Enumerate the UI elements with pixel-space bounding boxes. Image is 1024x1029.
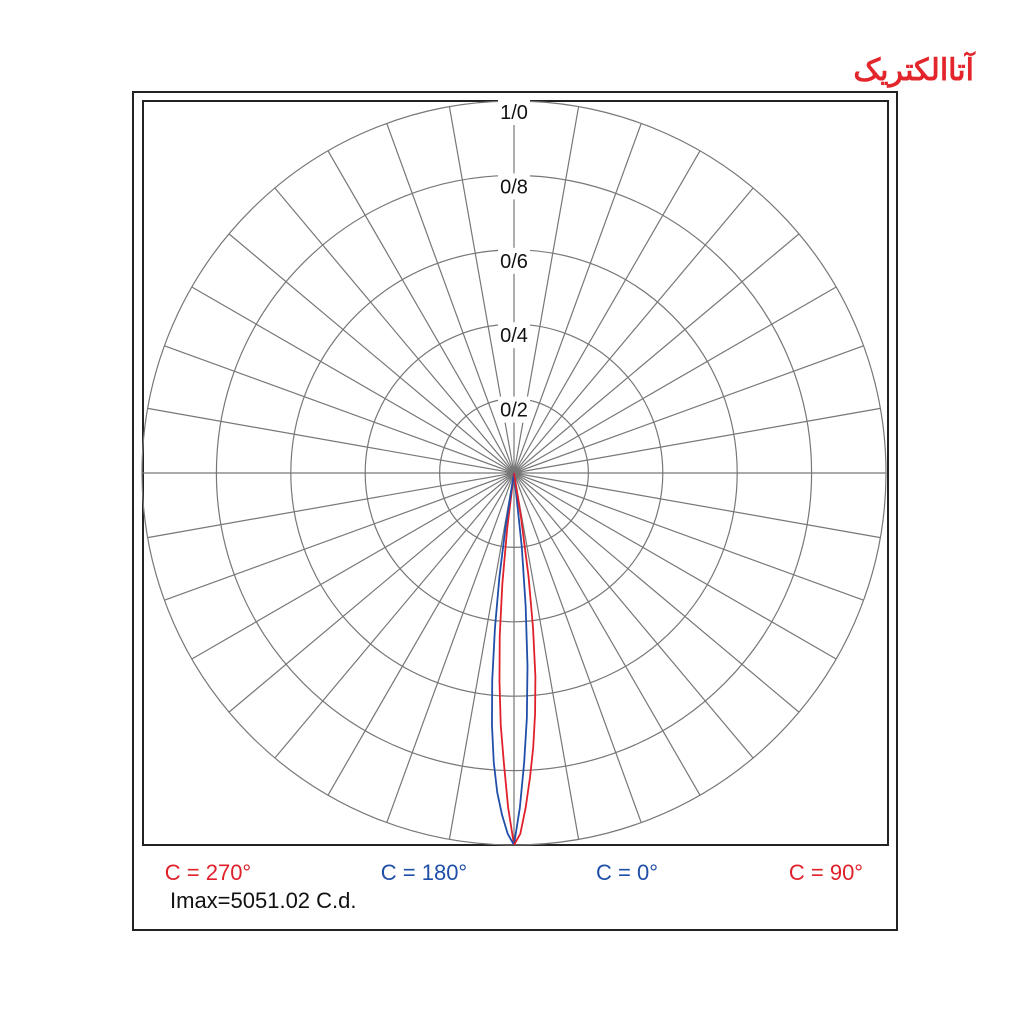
spoke bbox=[513, 472, 837, 660]
spoke bbox=[164, 345, 515, 474]
spoke bbox=[274, 472, 515, 759]
legend-label: C = 270° bbox=[165, 860, 251, 885]
spoke bbox=[327, 472, 515, 796]
labels: 0/2 0/4 0/6 0/8 1/0 bbox=[498, 99, 530, 423]
spoke bbox=[513, 345, 864, 474]
r-tick-label: 0/6 bbox=[500, 251, 528, 273]
beam-curve bbox=[491, 472, 515, 846]
tick-label-bg bbox=[498, 322, 530, 349]
legend-label: C = 0° bbox=[596, 860, 658, 885]
legend-label: C = 180° bbox=[381, 860, 467, 885]
spoke bbox=[513, 286, 837, 474]
spoke bbox=[513, 472, 642, 823]
spoke bbox=[513, 472, 580, 840]
r-tick-label: 0/4 bbox=[500, 325, 528, 347]
spoke bbox=[147, 472, 515, 539]
spoke bbox=[228, 472, 515, 713]
spoke bbox=[513, 472, 754, 759]
tick-label-bg bbox=[498, 99, 530, 125]
spoke bbox=[327, 150, 515, 474]
spoke bbox=[513, 407, 881, 474]
r-tick-label: 0/2 bbox=[500, 400, 528, 422]
curves bbox=[491, 472, 537, 846]
spoke bbox=[147, 407, 515, 474]
spoke bbox=[386, 123, 515, 474]
logo: آتاالکتریک bbox=[853, 50, 975, 88]
r-tick-label: 1/0 bbox=[500, 102, 528, 124]
spoke bbox=[513, 472, 800, 713]
beam-curve bbox=[513, 472, 529, 846]
spoke bbox=[513, 472, 701, 796]
spoke bbox=[191, 286, 515, 474]
spoke bbox=[513, 150, 701, 474]
outer-frame bbox=[132, 91, 898, 931]
r-tick-label: 0/8 bbox=[500, 176, 528, 198]
spoke bbox=[513, 233, 800, 474]
grid bbox=[141, 100, 887, 846]
beam-curve bbox=[513, 472, 537, 846]
spoke bbox=[191, 472, 515, 660]
spoke bbox=[164, 472, 515, 601]
beam-curve bbox=[498, 472, 515, 846]
spoke bbox=[228, 233, 515, 474]
spoke bbox=[448, 472, 515, 840]
tick-label-bg bbox=[498, 396, 530, 423]
spoke bbox=[274, 187, 515, 474]
legend-label: C = 90° bbox=[789, 860, 863, 885]
imax-note: Imax=5051.02 C.d. bbox=[170, 888, 357, 913]
tick-label-bg bbox=[498, 247, 530, 274]
spoke bbox=[513, 472, 881, 539]
spoke bbox=[513, 472, 864, 601]
spoke bbox=[513, 187, 754, 474]
spoke bbox=[386, 472, 515, 823]
spoke bbox=[513, 123, 642, 474]
tick-label-bg bbox=[498, 173, 530, 200]
